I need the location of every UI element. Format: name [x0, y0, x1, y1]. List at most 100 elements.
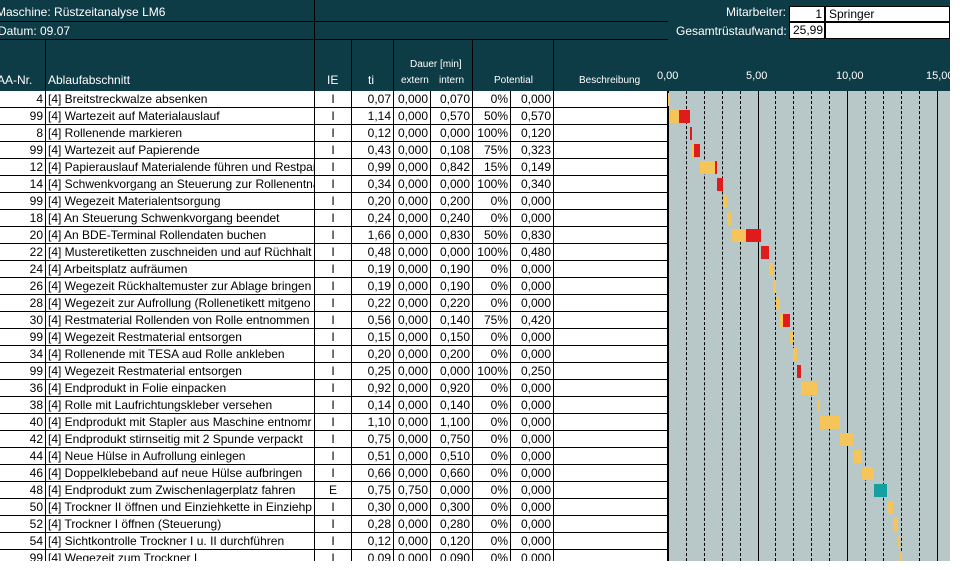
cell-ie[interactable]: I: [315, 346, 352, 363]
cell-pot[interactable]: 0,000: [511, 380, 554, 397]
cell-extern[interactable]: 0,000: [394, 380, 431, 397]
cell-abschnitt[interactable]: [4] Wegezeit Restmaterial entsorgen: [46, 363, 315, 380]
cell-extern[interactable]: 0,000: [394, 108, 431, 125]
cell-pct[interactable]: 0%: [473, 482, 511, 499]
cell-nr[interactable]: 54: [0, 533, 46, 550]
employee-name-cell[interactable]: Springer: [825, 6, 950, 22]
cell-pct[interactable]: 0%: [473, 414, 511, 431]
cell-nr[interactable]: 14: [0, 176, 46, 193]
cell-intern[interactable]: 0,510: [431, 448, 473, 465]
cell-beschreibung[interactable]: [554, 482, 668, 499]
cell-ti[interactable]: 0,99: [352, 159, 394, 176]
cell-beschreibung[interactable]: [554, 159, 668, 176]
cell-extern[interactable]: 0,000: [394, 499, 431, 516]
cell-beschreibung[interactable]: [554, 91, 668, 108]
cell-pot[interactable]: 0,000: [511, 533, 554, 550]
cell-nr[interactable]: 28: [0, 295, 46, 312]
cell-pot[interactable]: 0,000: [511, 329, 554, 346]
cell-pct[interactable]: 0%: [473, 261, 511, 278]
cell-abschnitt[interactable]: [4] Wegezeit zur Aufrollung (Rollenetike…: [46, 295, 315, 312]
cell-nr[interactable]: 4: [0, 91, 46, 108]
cell-extern[interactable]: 0,000: [394, 295, 431, 312]
cell-pot[interactable]: 0,000: [511, 210, 554, 227]
cell-pct[interactable]: 75%: [473, 312, 511, 329]
cell-extern[interactable]: 0,000: [394, 329, 431, 346]
cell-extern[interactable]: 0,000: [394, 244, 431, 261]
cell-nr[interactable]: 46: [0, 465, 46, 482]
cell-pct[interactable]: 0%: [473, 193, 511, 210]
cell-pot[interactable]: 0,250: [511, 363, 554, 380]
cell-beschreibung[interactable]: [554, 278, 668, 295]
cell-pot[interactable]: 0,420: [511, 312, 554, 329]
cell-nr[interactable]: 52: [0, 516, 46, 533]
cell-ti[interactable]: 1,10: [352, 414, 394, 431]
cell-pct[interactable]: 15%: [473, 159, 511, 176]
cell-pot[interactable]: 0,830: [511, 227, 554, 244]
cell-beschreibung[interactable]: [554, 261, 668, 278]
cell-intern[interactable]: 0,570: [431, 108, 473, 125]
cell-beschreibung[interactable]: [554, 363, 668, 380]
cell-nr[interactable]: 30: [0, 312, 46, 329]
cell-pot[interactable]: 0,000: [511, 414, 554, 431]
cell-beschreibung[interactable]: [554, 465, 668, 482]
cell-beschreibung[interactable]: [554, 397, 668, 414]
cell-abschnitt[interactable]: [4] Rollenende mit TESA aud Rolle ankleb…: [46, 346, 315, 363]
cell-abschnitt[interactable]: [4] Rollenende markieren: [46, 125, 315, 142]
cell-ie[interactable]: I: [315, 244, 352, 261]
cell-ti[interactable]: 0,19: [352, 278, 394, 295]
cell-abschnitt[interactable]: [4] Trockner I öffnen (Steuerung): [46, 516, 315, 533]
cell-pct[interactable]: 100%: [473, 125, 511, 142]
cell-pot[interactable]: 0,000: [511, 448, 554, 465]
cell-intern[interactable]: 0,200: [431, 346, 473, 363]
cell-extern[interactable]: 0,000: [394, 278, 431, 295]
cell-nr[interactable]: 50: [0, 499, 46, 516]
cell-pct[interactable]: 50%: [473, 108, 511, 125]
cell-intern[interactable]: 0,140: [431, 397, 473, 414]
cell-beschreibung[interactable]: [554, 448, 668, 465]
cell-ti[interactable]: 0,43: [352, 142, 394, 159]
cell-extern[interactable]: 0,000: [394, 261, 431, 278]
cell-nr[interactable]: 99: [0, 329, 46, 346]
cell-extern[interactable]: 0,000: [394, 193, 431, 210]
cell-extern[interactable]: 0,000: [394, 176, 431, 193]
cell-ti[interactable]: 0,24: [352, 210, 394, 227]
cell-pct[interactable]: 0%: [473, 499, 511, 516]
cell-ie[interactable]: I: [315, 142, 352, 159]
cell-ti[interactable]: 0,28: [352, 516, 394, 533]
cell-ti[interactable]: 0,14: [352, 397, 394, 414]
cell-intern[interactable]: 0,190: [431, 278, 473, 295]
cell-ti[interactable]: 0,25: [352, 363, 394, 380]
cell-ie[interactable]: I: [315, 329, 352, 346]
cell-extern[interactable]: 0,000: [394, 516, 431, 533]
cell-pot[interactable]: 0,000: [511, 193, 554, 210]
cell-nr[interactable]: 18: [0, 210, 46, 227]
cell-pct[interactable]: 100%: [473, 363, 511, 380]
cell-nr[interactable]: 99: [0, 363, 46, 380]
cell-pot[interactable]: 0,323: [511, 142, 554, 159]
cell-intern[interactable]: 0,000: [431, 482, 473, 499]
total-effort-extra-cell[interactable]: [825, 22, 950, 39]
cell-nr[interactable]: 22: [0, 244, 46, 261]
cell-ti[interactable]: 0,30: [352, 499, 394, 516]
cell-ie[interactable]: I: [315, 516, 352, 533]
cell-ti[interactable]: 0,92: [352, 380, 394, 397]
cell-pct[interactable]: 75%: [473, 142, 511, 159]
cell-pot[interactable]: 0,000: [511, 261, 554, 278]
cell-nr[interactable]: 99: [0, 193, 46, 210]
cell-beschreibung[interactable]: [554, 142, 668, 159]
cell-extern[interactable]: 0,000: [394, 533, 431, 550]
cell-pot[interactable]: 0,149: [511, 159, 554, 176]
cell-pot[interactable]: 0,000: [511, 278, 554, 295]
cell-intern[interactable]: 0,140: [431, 312, 473, 329]
cell-intern[interactable]: 0,000: [431, 125, 473, 142]
cell-beschreibung[interactable]: [554, 431, 668, 448]
cell-ie[interactable]: I: [315, 363, 352, 380]
cell-intern[interactable]: 0,200: [431, 193, 473, 210]
cell-beschreibung[interactable]: [554, 193, 668, 210]
cell-extern[interactable]: 0,000: [394, 397, 431, 414]
cell-beschreibung[interactable]: [554, 346, 668, 363]
cell-abschnitt[interactable]: [4] Schwenkvorgang an Steuerung zur Roll…: [46, 176, 315, 193]
cell-nr[interactable]: 20: [0, 227, 46, 244]
cell-intern[interactable]: 0,108: [431, 142, 473, 159]
cell-abschnitt[interactable]: [4] Neue Hülse in Aufrollung einlegen: [46, 448, 315, 465]
